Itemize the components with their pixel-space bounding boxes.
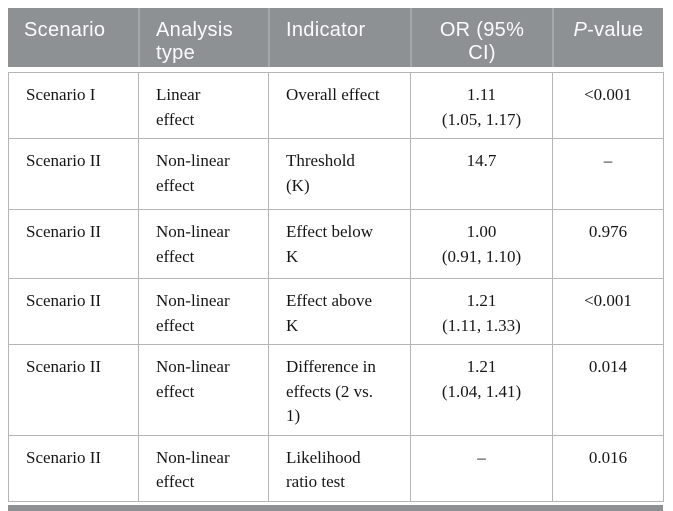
cell-analysis-type: Non-linear effect bbox=[138, 344, 269, 436]
cell-analysis-type: Non-linear effect bbox=[138, 209, 269, 279]
cell-p-value: 0.976 bbox=[552, 209, 664, 279]
header-p-value: P-value bbox=[552, 8, 663, 67]
cell-p-value: 0.014 bbox=[552, 344, 664, 436]
table-body: Scenario I Linear effect Overall effect … bbox=[8, 72, 664, 502]
cell-analysis-type: Linear effect bbox=[138, 72, 269, 139]
cell-or-ci: 1.11 (1.05, 1.17) bbox=[410, 72, 553, 139]
header-or-95-ci: OR (95% CI) bbox=[410, 8, 552, 67]
header-indicator: Indicator bbox=[268, 8, 410, 67]
cell-p-value: <0.001 bbox=[552, 72, 664, 139]
results-table-figure: Scenario Analysis type Indicator OR (95%… bbox=[8, 8, 664, 511]
cell-indicator: Overall effect bbox=[268, 72, 411, 139]
header-analysis-type: Analysis type bbox=[138, 8, 268, 67]
cell-or-ci: – bbox=[410, 434, 553, 502]
cell-or-ci: 1.21 (1.11, 1.33) bbox=[410, 278, 553, 345]
cell-p-value: <0.001 bbox=[552, 278, 664, 345]
table-row: Scenario I Linear effect Overall effect … bbox=[8, 72, 664, 139]
cell-p-value: – bbox=[552, 138, 664, 210]
cell-scenario: Scenario II bbox=[8, 278, 139, 345]
cell-or-ci: 1.00 (0.91, 1.10) bbox=[410, 209, 553, 279]
table-bottom-rule bbox=[8, 504, 663, 511]
cell-or-ci: 1.21 (1.04, 1.41) bbox=[410, 344, 553, 436]
table-row: Scenario II Non-linear effect Likelihood… bbox=[8, 434, 664, 502]
table-row: Scenario II Non-linear effect Threshold … bbox=[8, 138, 664, 210]
cell-indicator: Effect above K bbox=[268, 278, 411, 345]
cell-indicator: Difference in effects (2 vs. 1) bbox=[268, 344, 411, 436]
cell-scenario: Scenario II bbox=[8, 434, 139, 502]
table-header-row: Scenario Analysis type Indicator OR (95%… bbox=[8, 8, 663, 67]
cell-scenario: Scenario II bbox=[8, 138, 139, 210]
table-row: Scenario II Non-linear effect Difference… bbox=[8, 344, 664, 436]
cell-analysis-type: Non-linear effect bbox=[138, 278, 269, 345]
cell-analysis-type: Non-linear effect bbox=[138, 138, 269, 210]
cell-analysis-type: Non-linear effect bbox=[138, 434, 269, 502]
cell-scenario: Scenario II bbox=[8, 344, 139, 436]
cell-scenario: Scenario II bbox=[8, 209, 139, 279]
cell-indicator: Likelihood ratio test bbox=[268, 434, 411, 502]
cell-scenario: Scenario I bbox=[8, 72, 139, 139]
table-row: Scenario II Non-linear effect Effect bel… bbox=[8, 209, 664, 279]
header-p-rest: -value bbox=[587, 19, 644, 41]
cell-p-value: 0.016 bbox=[552, 434, 664, 502]
cell-indicator: Effect below K bbox=[268, 209, 411, 279]
table-row: Scenario II Non-linear effect Effect abo… bbox=[8, 278, 664, 345]
header-scenario: Scenario bbox=[24, 19, 106, 41]
header-p-italic: P bbox=[573, 19, 588, 41]
cell-indicator: Threshold (K) bbox=[268, 138, 411, 210]
cell-or-ci: 14.7 bbox=[410, 138, 553, 210]
